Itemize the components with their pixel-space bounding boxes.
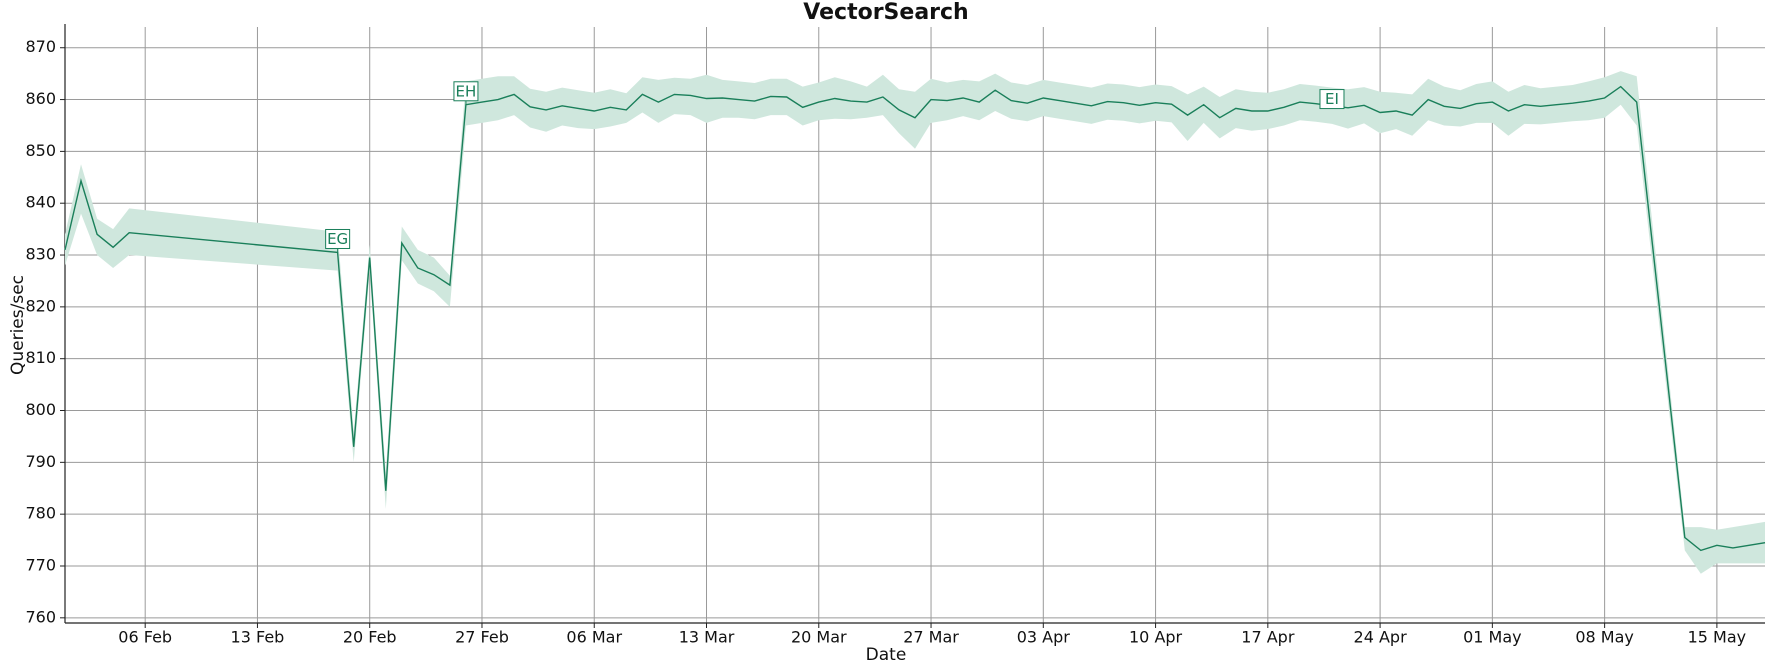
x-tick-label: 17 Apr xyxy=(1241,628,1295,647)
x-tick-label: 27 Mar xyxy=(903,628,959,647)
annotation-box xyxy=(453,81,479,102)
annotation-label: EH xyxy=(456,82,477,100)
y-tick-label: 760 xyxy=(25,607,56,626)
annotation-label: EI xyxy=(1325,90,1339,108)
confidence-band xyxy=(65,71,1765,574)
x-tick-label: 20 Mar xyxy=(791,628,847,647)
chart-title: VectorSearch xyxy=(803,0,968,25)
data-line xyxy=(64,85,1766,552)
y-tick-label: 800 xyxy=(25,400,56,419)
x-tick-label: 03 Apr xyxy=(1017,628,1071,647)
y-tick-label: 870 xyxy=(25,37,56,56)
y-tick-label: 830 xyxy=(25,245,56,264)
annotation-box xyxy=(325,228,351,249)
x-tick-label: 24 Apr xyxy=(1354,628,1408,647)
x-tick-label: 13 Feb xyxy=(231,628,285,647)
x-tick-label: 10 Apr xyxy=(1129,628,1183,647)
annotation-label: EG xyxy=(327,230,348,248)
y-tick-label: 820 xyxy=(25,296,56,315)
x-tick-label: 13 Mar xyxy=(679,628,735,647)
y-tick-label: 790 xyxy=(25,452,56,471)
x-tick-label: 01 May xyxy=(1463,628,1522,647)
y-tick-label: 810 xyxy=(25,348,56,367)
y-tick-label: 860 xyxy=(25,89,56,108)
y-tick-label: 840 xyxy=(25,193,56,212)
x-tick-label: 06 Feb xyxy=(118,628,172,647)
x-axis-label: Date xyxy=(866,645,907,662)
x-tick-label: 06 Mar xyxy=(566,628,622,647)
y-axis-label: Queries/sec xyxy=(8,275,28,375)
x-tick-label: 20 Feb xyxy=(343,628,397,647)
y-tick-label: 770 xyxy=(25,555,56,574)
x-tick-label: 15 May xyxy=(1688,628,1747,647)
x-tick-label: 27 Feb xyxy=(455,628,509,647)
annotation-box xyxy=(1319,89,1345,110)
y-tick-label: 780 xyxy=(25,504,56,523)
y-tick-label: 850 xyxy=(25,141,56,160)
x-tick-label: 08 May xyxy=(1575,628,1634,647)
